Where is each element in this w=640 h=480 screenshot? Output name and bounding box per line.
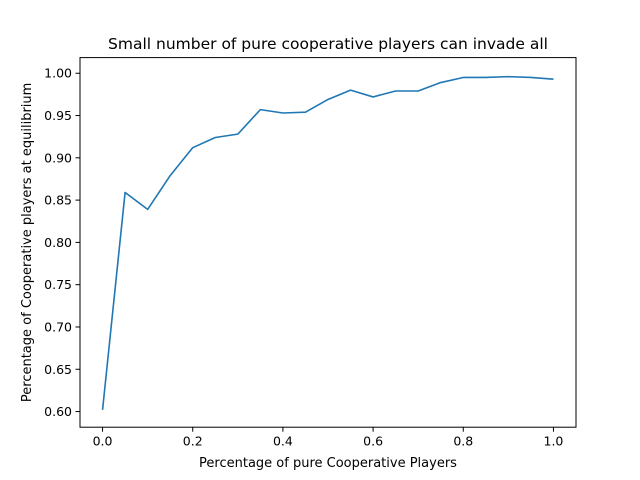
y-tick-label: 0.65 (44, 362, 72, 377)
y-tick-label: 0.85 (44, 193, 72, 208)
x-axis-label: Percentage of pure Cooperative Players (199, 456, 457, 471)
plot-area (101, 75, 554, 410)
y-tick-label: 0.70 (44, 319, 72, 334)
chart-title: Small number of pure cooperative players… (108, 35, 548, 53)
y-tick-label: 0.95 (44, 108, 72, 123)
y-axis-ticks: 0.60 0.65 0.70 0.75 0.80 0.85 0.90 0.95 1.00 (44, 66, 80, 419)
series-line (101, 75, 554, 410)
x-tick-label: 0.0 (93, 434, 113, 449)
y-tick-label: 1.00 (44, 66, 72, 81)
plot-frame (79, 57, 577, 428)
x-tick-label: 0.8 (453, 434, 473, 449)
y-tick-label: 0.80 (44, 235, 72, 250)
y-tick-label: 0.60 (44, 404, 72, 419)
x-tick-label: 0.2 (183, 434, 203, 449)
y-tick-label: 0.75 (44, 277, 72, 292)
y-axis-label: Percentage of Cooperative players at equ… (20, 83, 35, 402)
x-tick-label: 0.6 (363, 434, 383, 449)
y-tick-label: 0.90 (44, 150, 72, 165)
x-axis-ticks: 0.0 0.2 0.4 0.6 0.8 1.0 (93, 427, 564, 449)
x-tick-label: 0.4 (273, 434, 293, 449)
x-tick-label: 1.0 (544, 434, 564, 449)
